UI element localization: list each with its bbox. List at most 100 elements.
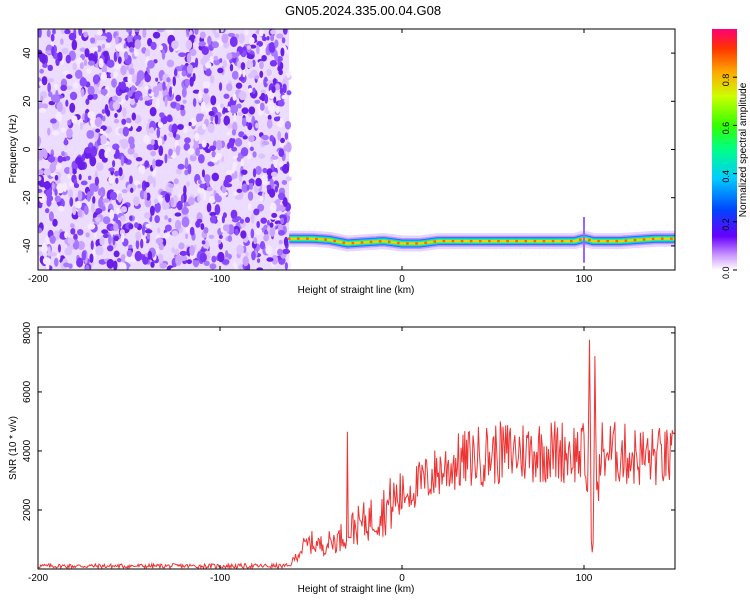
noise-blob xyxy=(38,136,41,147)
noise-blob xyxy=(51,130,60,136)
noise-blob xyxy=(226,224,230,234)
noise-blob xyxy=(208,234,215,239)
noise-blob xyxy=(278,69,283,76)
noise-blob xyxy=(223,115,231,126)
noise-blob xyxy=(163,203,170,209)
noise-blob xyxy=(56,183,65,194)
noise-blob xyxy=(247,191,254,201)
y-tick-label: -40 xyxy=(22,238,33,253)
noise-blob xyxy=(121,118,127,125)
noise-blob xyxy=(265,245,273,255)
noise-blob xyxy=(67,237,75,245)
noise-blob xyxy=(94,117,103,127)
noise-blob xyxy=(186,52,192,64)
noise-blob xyxy=(92,74,100,85)
noise-blob xyxy=(122,107,127,118)
noise-blob xyxy=(42,63,48,68)
noise-blob xyxy=(64,247,73,256)
noise-blob xyxy=(98,58,104,69)
noise-blob xyxy=(164,215,169,220)
noise-blob xyxy=(69,197,74,207)
noise-blob xyxy=(205,62,212,69)
noise-blob xyxy=(49,162,57,173)
noise-blob xyxy=(64,231,68,239)
noise-blob xyxy=(126,34,134,43)
noise-blob xyxy=(87,223,96,230)
noise-blob xyxy=(266,36,270,41)
noise-blob xyxy=(120,81,127,91)
noise-blob xyxy=(205,68,212,77)
noise-blob xyxy=(129,142,136,149)
noise-blob xyxy=(108,167,115,172)
noise-blob xyxy=(166,114,173,123)
noise-blob xyxy=(144,212,151,219)
noise-blob xyxy=(177,163,185,170)
noise-blob xyxy=(52,29,56,35)
noise-blob xyxy=(256,220,260,228)
noise-blob xyxy=(52,218,58,227)
noise-blob xyxy=(38,169,44,176)
noise-blob xyxy=(62,182,68,193)
y-tick-label: 8000 xyxy=(22,321,33,344)
noise-blob xyxy=(48,100,56,106)
ridge-peak xyxy=(615,239,619,243)
noise-blob xyxy=(47,246,51,257)
noise-blob xyxy=(105,32,113,43)
ridge-peak xyxy=(315,237,318,241)
figure-title: GN05.2024.335.00.04.G08 xyxy=(285,3,441,18)
noise-blob xyxy=(110,72,114,78)
noise-blob xyxy=(184,78,190,87)
noise-blob xyxy=(43,168,52,176)
noise-blob xyxy=(185,233,189,240)
noise-blob xyxy=(207,161,215,167)
noise-blob xyxy=(263,230,269,236)
ridge-peak xyxy=(387,240,391,244)
noise-blob xyxy=(280,217,285,225)
noise-blob xyxy=(171,247,176,254)
noise-blob xyxy=(79,121,84,131)
noise-blob xyxy=(55,111,62,123)
noise-blob xyxy=(143,96,151,101)
noise-blob xyxy=(257,203,265,212)
noise-blob xyxy=(124,51,129,60)
y-tick-label: 2000 xyxy=(22,498,33,521)
noise-blob xyxy=(127,41,136,49)
noise-blob xyxy=(253,208,260,216)
noise-blob xyxy=(232,161,238,168)
noise-blob xyxy=(249,44,257,49)
noise-blob xyxy=(264,94,269,104)
noise-blob xyxy=(263,76,269,88)
noise-blob xyxy=(133,34,142,42)
noise-blob xyxy=(171,40,179,50)
noise-blob xyxy=(152,177,156,188)
noise-blob xyxy=(203,190,207,202)
noise-blob xyxy=(189,154,197,162)
noise-blob xyxy=(54,195,61,203)
noise-blob xyxy=(137,165,146,173)
noise-blob xyxy=(277,248,283,256)
noise-blob xyxy=(240,147,249,157)
snr-series-line xyxy=(38,339,675,569)
noise-blob xyxy=(271,86,276,93)
noise-blob xyxy=(125,94,129,101)
noise-blob xyxy=(246,45,252,50)
noise-blob xyxy=(219,58,223,63)
noise-blob xyxy=(135,157,143,162)
noise-blob xyxy=(250,228,255,239)
noise-blob xyxy=(249,37,255,44)
x-tick-label: 100 xyxy=(576,274,593,285)
noise-blob xyxy=(273,159,278,169)
noise-blob xyxy=(278,229,285,236)
noise-blob xyxy=(214,153,223,161)
noise-blob xyxy=(147,59,155,69)
noise-blob xyxy=(81,153,86,162)
noise-blob xyxy=(266,68,272,77)
noise-blob xyxy=(60,127,66,133)
noise-blob xyxy=(56,101,63,113)
noise-blob xyxy=(159,262,168,269)
noise-blob xyxy=(235,51,240,57)
noise-blob xyxy=(127,89,133,98)
noise-blob xyxy=(78,29,83,36)
noise-blob xyxy=(100,88,108,96)
noise-blob xyxy=(60,84,68,92)
